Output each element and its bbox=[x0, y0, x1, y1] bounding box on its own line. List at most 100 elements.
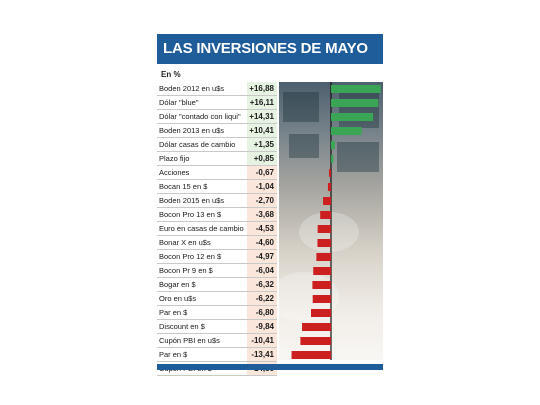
positive-bar bbox=[331, 127, 362, 135]
value-label: -9,84 bbox=[247, 320, 277, 334]
value-label: -1,04 bbox=[247, 180, 277, 194]
value-label: -2,70 bbox=[247, 194, 277, 208]
negative-bar bbox=[329, 169, 331, 177]
category-label: Discount en $ bbox=[159, 322, 205, 331]
negative-bar bbox=[317, 225, 331, 233]
negative-bar bbox=[312, 281, 331, 289]
value-label: -4,97 bbox=[247, 250, 277, 264]
value-label: -6,32 bbox=[247, 278, 277, 292]
category-label: Dólar "blue" bbox=[159, 98, 199, 107]
category-label: Bocon Pro 13 en $ bbox=[159, 210, 222, 219]
value-label: +16,88 bbox=[247, 82, 277, 96]
negative-bar bbox=[320, 211, 331, 219]
table-row: Par en $ -13,41 bbox=[157, 348, 383, 362]
value-label: -4,53 bbox=[247, 222, 277, 236]
positive-bar bbox=[331, 141, 335, 149]
row-divider bbox=[157, 179, 277, 180]
row-divider bbox=[157, 221, 277, 222]
table-row: Boden 2012 en u$s +16,88 bbox=[157, 82, 383, 96]
row-divider bbox=[157, 277, 277, 278]
value-label: +10,41 bbox=[247, 124, 277, 138]
value-label: +0,85 bbox=[247, 152, 277, 166]
positive-bar bbox=[331, 155, 334, 163]
row-divider bbox=[157, 137, 277, 138]
negative-bar bbox=[316, 253, 331, 261]
negative-bar bbox=[312, 295, 331, 303]
category-label: Euro en casas de cambio bbox=[159, 224, 244, 233]
table-row: Bocon Pr 9 en $ -6,04 bbox=[157, 264, 383, 278]
value-label: +16,11 bbox=[247, 96, 277, 110]
row-divider bbox=[157, 375, 277, 376]
table-row: Par en $ -6,80 bbox=[157, 306, 383, 320]
table-row: Bocon Pro 13 en $ -3,68 bbox=[157, 208, 383, 222]
footer-bar bbox=[157, 364, 383, 370]
table-row: Dólar "contado con liqui" +14,31 bbox=[157, 110, 383, 124]
row-divider bbox=[157, 151, 277, 152]
negative-bar bbox=[323, 197, 331, 205]
value-label: +14,31 bbox=[247, 110, 277, 124]
category-label: Boden 2015 en u$s bbox=[159, 196, 225, 205]
row-divider bbox=[157, 165, 277, 166]
value-label: -13,41 bbox=[247, 348, 277, 362]
table-row: Oro en u$s -6,22 bbox=[157, 292, 383, 306]
category-label: Bocon Pro 12 en $ bbox=[159, 252, 222, 261]
table-row: Bocon Pro 12 en $ -4,97 bbox=[157, 250, 383, 264]
category-label: Dólar casas de cambio bbox=[159, 140, 236, 149]
row-divider bbox=[157, 235, 277, 236]
table-row: Bogar en $ -6,32 bbox=[157, 278, 383, 292]
positive-bar bbox=[331, 85, 381, 93]
category-label: Plazo fijo bbox=[159, 154, 190, 163]
row-divider bbox=[157, 95, 277, 96]
category-label: Par en $ bbox=[159, 308, 188, 317]
table-row: Acciones -0,67 bbox=[157, 166, 383, 180]
value-label: +1,35 bbox=[247, 138, 277, 152]
category-label: Bogar en $ bbox=[159, 280, 196, 289]
row-divider bbox=[157, 193, 277, 194]
row-divider bbox=[157, 319, 277, 320]
negative-bar bbox=[302, 323, 331, 331]
table-row: Dólar casas de cambio +1,35 bbox=[157, 138, 383, 152]
category-label: Cupón PBI en u$s bbox=[159, 336, 220, 345]
category-label: Bocon Pr 9 en $ bbox=[159, 266, 213, 275]
category-label: Acciones bbox=[159, 168, 190, 177]
table-row: Dólar "blue" +16,11 bbox=[157, 96, 383, 110]
row-divider bbox=[157, 333, 277, 334]
negative-bar bbox=[327, 183, 331, 191]
table-row: Bocan 15 en $ -1,04 bbox=[157, 180, 383, 194]
row-divider bbox=[157, 207, 277, 208]
value-label: -10,41 bbox=[247, 334, 277, 348]
category-label: Dólar "contado con liqui" bbox=[159, 112, 241, 121]
negative-bar bbox=[317, 239, 331, 247]
negative-bar bbox=[313, 267, 331, 275]
bar-chart bbox=[291, 82, 381, 360]
category-label: Bocan 15 en $ bbox=[159, 182, 208, 191]
row-divider bbox=[157, 123, 277, 124]
negative-bar bbox=[291, 351, 331, 359]
chart-title: LAS INVERSIONES DE MAYO bbox=[157, 34, 383, 64]
positive-bar bbox=[331, 99, 379, 107]
row-divider bbox=[157, 361, 277, 362]
row-divider bbox=[157, 249, 277, 250]
value-label: -6,22 bbox=[247, 292, 277, 306]
value-label: -0,67 bbox=[247, 166, 277, 180]
row-divider bbox=[157, 305, 277, 306]
positive-bar bbox=[331, 113, 374, 121]
negative-bar bbox=[311, 309, 331, 317]
table-row: Plazo fijo +0,85 bbox=[157, 152, 383, 166]
table-row: Euro en casas de cambio -4,53 bbox=[157, 222, 383, 236]
value-label: -6,80 bbox=[247, 306, 277, 320]
chart-card: LAS INVERSIONES DE MAYO En % Boden 2012 … bbox=[157, 34, 383, 376]
table-row: Bonar X en u$s -4,60 bbox=[157, 236, 383, 250]
value-label: -6,04 bbox=[247, 264, 277, 278]
category-label: Bonar X en u$s bbox=[159, 238, 211, 247]
table-row: Cupón PBI en u$s -10,41 bbox=[157, 334, 383, 348]
table-row: Discount en $ -9,84 bbox=[157, 320, 383, 334]
category-label: Boden 2012 en u$s bbox=[159, 84, 225, 93]
row-divider bbox=[157, 109, 277, 110]
category-label: Oro en u$s bbox=[159, 294, 197, 303]
category-label: Boden 2013 en u$s bbox=[159, 126, 225, 135]
table-row: Boden 2015 en u$s -2,70 bbox=[157, 194, 383, 208]
row-divider bbox=[157, 263, 277, 264]
value-label: -3,68 bbox=[247, 208, 277, 222]
value-label: -4,60 bbox=[247, 236, 277, 250]
